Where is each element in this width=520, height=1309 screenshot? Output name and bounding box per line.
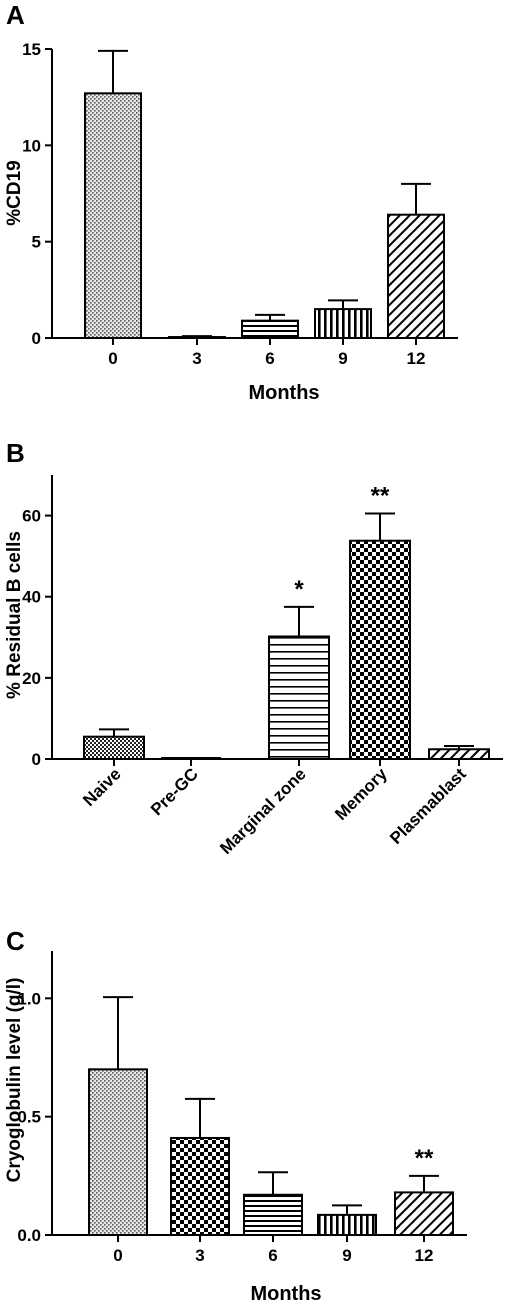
bar	[268, 635, 330, 761]
error-bars-c	[103, 996, 439, 1215]
bar	[170, 1136, 230, 1237]
x-axis-b: Naive Pre-GC Marginal zone MemoryPlasmablas…	[52, 758, 503, 858]
x-tick-label: Pre-GC	[147, 764, 202, 819]
y-axis-title-b: % Residual B cells	[4, 531, 25, 699]
x-tick-label: 9	[338, 349, 347, 368]
y-tick-label: 60	[22, 507, 41, 526]
bar	[428, 748, 490, 761]
bars-c	[88, 1068, 454, 1237]
x-tick-label: Naive	[79, 764, 125, 810]
x-axis-title-c: Months	[250, 1283, 321, 1305]
y-tick-label: 0.0	[17, 1226, 41, 1245]
bar	[241, 319, 299, 340]
x-tick-label: 12	[415, 1246, 434, 1265]
x-tick-label: 12	[407, 349, 426, 368]
significance-markers-b: ***	[294, 483, 390, 603]
y-axis-c: 0.0 0.5 1.0	[17, 951, 53, 1245]
y-axis-title-c: Cryoglobulin level (g/l)	[4, 978, 25, 1183]
panel-c: C ** 0.0 0.5 1.0 0 3 6 9 12 Months Cryoglobuli…	[4, 926, 467, 1305]
bar	[243, 1193, 303, 1237]
y-tick-label: 1.0	[17, 989, 41, 1008]
significance-markers-c: **	[415, 1145, 434, 1172]
x-tick-label: 6	[268, 1246, 277, 1265]
significance-marker: **	[415, 1145, 434, 1172]
y-axis-a: 0 5 10 15	[22, 40, 53, 348]
panel-letter-c: C	[6, 926, 25, 956]
bar	[317, 1213, 377, 1236]
error-bars-b	[99, 512, 474, 750]
x-tick-label: 3	[195, 1246, 204, 1265]
x-tick-label: 0	[113, 1246, 122, 1265]
significance-marker: **	[371, 483, 390, 510]
y-tick-label: 0.5	[17, 1108, 41, 1127]
y-axis-b: 0 20 40 60	[22, 475, 53, 769]
error-bars-a	[98, 49, 431, 338]
y-tick-label: 0	[32, 750, 41, 769]
y-tick-label: 40	[22, 588, 41, 607]
panel-letter-a: A	[6, 0, 25, 30]
y-tick-label: 5	[32, 233, 41, 252]
x-tick-label: 0	[108, 349, 117, 368]
panel-letter-b: B	[6, 438, 25, 468]
panel-a: A 0 5 10 15 0 3 6 9 12 Months %CD19	[4, 0, 458, 404]
bar	[83, 735, 145, 761]
x-tick-label: 3	[192, 349, 201, 368]
x-tick-label: 9	[342, 1246, 351, 1265]
bar	[314, 308, 372, 340]
x-axis-c: 0 3 6 9 12	[52, 1234, 467, 1265]
x-tick-label: Memory	[331, 764, 391, 824]
x-tick-label: Marginal zone	[216, 764, 310, 858]
x-tick-label: 6	[265, 349, 274, 368]
x-axis-title-a: Months	[248, 382, 319, 404]
y-tick-label: 0	[32, 329, 41, 348]
y-axis-title-a: %CD19	[4, 160, 25, 225]
bar	[394, 1191, 454, 1237]
bars-a	[84, 92, 445, 340]
y-tick-label: 15	[22, 40, 41, 59]
significance-marker: *	[294, 576, 304, 603]
y-tick-label: 20	[22, 669, 41, 688]
x-tick-label: Plasmablast	[386, 764, 470, 848]
bar	[387, 213, 445, 339]
x-axis-a: 0 3 6 9 12	[52, 337, 458, 368]
y-tick-label: 10	[22, 136, 41, 155]
bars-b	[83, 539, 490, 761]
bar	[88, 1068, 148, 1237]
bar	[349, 539, 411, 760]
bar	[84, 92, 142, 339]
